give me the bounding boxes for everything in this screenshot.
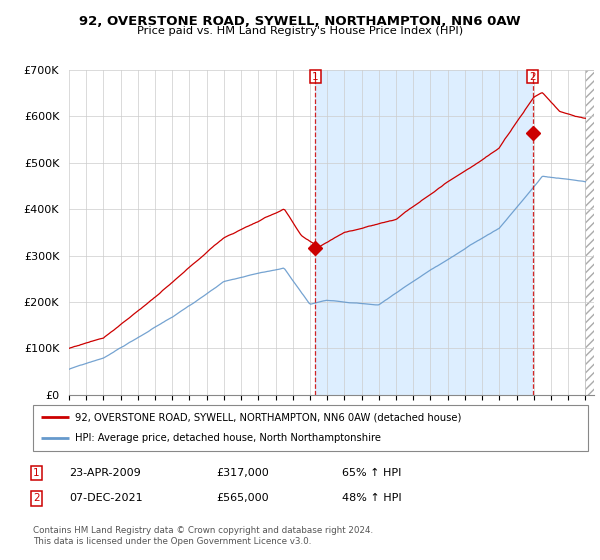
Bar	[316, 70, 533, 395]
Text: £317,000: £317,000	[216, 468, 269, 478]
Text: 92, OVERSTONE ROAD, SYWELL, NORTHAMPTON, NN6 0AW: 92, OVERSTONE ROAD, SYWELL, NORTHAMPTON,…	[79, 15, 521, 27]
Text: 65% ↑ HPI: 65% ↑ HPI	[342, 468, 401, 478]
Text: 1: 1	[33, 468, 40, 478]
Text: Price paid vs. HM Land Registry's House Price Index (HPI): Price paid vs. HM Land Registry's House …	[137, 26, 463, 36]
Text: HPI: Average price, detached house, North Northamptonshire: HPI: Average price, detached house, Nort…	[74, 433, 380, 444]
Text: Contains HM Land Registry data © Crown copyright and database right 2024.
This d: Contains HM Land Registry data © Crown c…	[33, 526, 373, 546]
Text: 2: 2	[33, 493, 40, 503]
Text: 2: 2	[529, 72, 536, 82]
Bar	[586, 70, 600, 395]
Text: 07-DEC-2021: 07-DEC-2021	[69, 493, 143, 503]
Text: £565,000: £565,000	[216, 493, 269, 503]
Text: 48% ↑ HPI: 48% ↑ HPI	[342, 493, 401, 503]
Text: 92, OVERSTONE ROAD, SYWELL, NORTHAMPTON, NN6 0AW (detached house): 92, OVERSTONE ROAD, SYWELL, NORTHAMPTON,…	[74, 412, 461, 422]
Text: 1: 1	[312, 72, 319, 82]
FancyBboxPatch shape	[33, 405, 588, 451]
Text: 23-APR-2009: 23-APR-2009	[69, 468, 141, 478]
